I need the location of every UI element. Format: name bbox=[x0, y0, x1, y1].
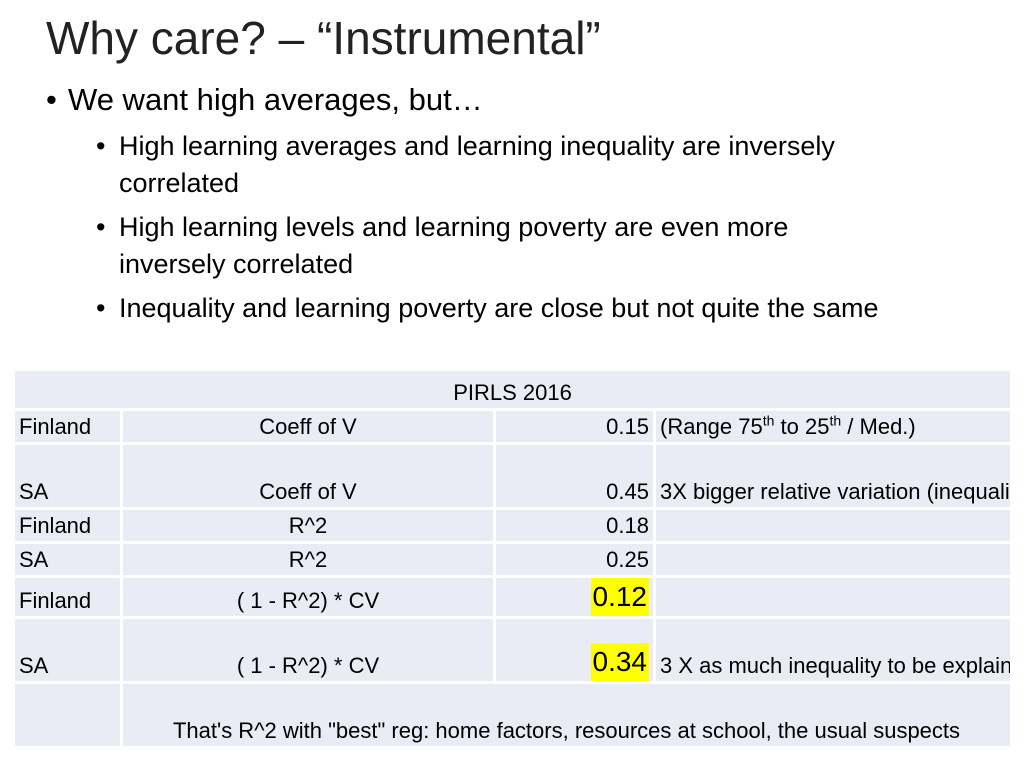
pirls-table: PIRLS 2016 Finland Coeff of V 0.15 (Rang… bbox=[11, 368, 1014, 749]
value-cell: 0.34 bbox=[493, 616, 656, 684]
range-note-cell: (Range 75th to 25th / Med.) bbox=[652, 408, 1014, 445]
measure-cell: ( 1 - R^2) * CV bbox=[120, 575, 496, 619]
bullet-glyph: • bbox=[96, 293, 106, 323]
measure-cell: Coeff of V bbox=[120, 442, 496, 510]
sub-bullet-text: High learning averages and learning ineq… bbox=[119, 131, 835, 198]
highlighted-value: 0.12 bbox=[590, 579, 649, 615]
bullet-glyph: • bbox=[96, 212, 106, 242]
country-cell: SA bbox=[12, 541, 123, 578]
country-cell: SA bbox=[12, 616, 123, 684]
bullet-glyph: • bbox=[46, 82, 57, 117]
table-header-row: PIRLS 2016 bbox=[11, 368, 1014, 411]
sub-bullet-text: Inequality and learning poverty are clos… bbox=[119, 293, 879, 323]
country-cell: SA bbox=[12, 442, 123, 510]
range-note-part: / Med.) bbox=[841, 414, 916, 439]
bullet-glyph: • bbox=[96, 131, 106, 161]
note-cell: 3X bigger relative variation (inequality… bbox=[652, 442, 1014, 510]
note-cell bbox=[652, 575, 1014, 619]
main-bullet-text: We want high averages, but… bbox=[68, 82, 483, 117]
range-note-sup: th bbox=[762, 412, 775, 429]
measure-cell: R^2 bbox=[120, 541, 496, 578]
value-cell: 0.18 bbox=[493, 507, 656, 544]
main-bullet: • We want high averages, but… bbox=[46, 80, 483, 120]
measure-cell: ( 1 - R^2) * CV bbox=[120, 616, 496, 684]
table-header: PIRLS 2016 bbox=[11, 368, 1014, 411]
range-note-part: (Range 75 bbox=[660, 414, 763, 439]
range-note-part: to 25 bbox=[774, 414, 830, 439]
sub-bullet-2: • High learning levels and learning pove… bbox=[96, 209, 896, 283]
value-cell: 0.25 bbox=[493, 541, 656, 578]
note-cell: 3 X as much inequality to be explained i… bbox=[652, 616, 1014, 684]
empty-cell bbox=[12, 681, 123, 749]
measure-cell: R^2 bbox=[120, 507, 496, 544]
table-row: SA R^2 0.25 bbox=[12, 541, 1014, 578]
table-row: Finland R^2 0.18 bbox=[12, 507, 1014, 544]
table-footer-row: That's R^2 with "best" reg: home factors… bbox=[12, 681, 1014, 749]
table-footer: That's R^2 with "best" reg: home factors… bbox=[119, 681, 1014, 749]
table-row: Finland ( 1 - R^2) * CV 0.12 bbox=[12, 575, 1014, 619]
note-cell bbox=[652, 541, 1014, 578]
sub-bullet-3: • Inequality and learning poverty are cl… bbox=[96, 290, 896, 327]
value-cell: 0.45 bbox=[493, 442, 656, 510]
country-cell: Finland bbox=[12, 575, 123, 619]
country-cell: Finland bbox=[12, 408, 123, 445]
value-cell: 0.15 bbox=[493, 408, 656, 445]
slide-title: Why care? – “Instrumental” bbox=[46, 12, 601, 64]
country-cell: Finland bbox=[12, 507, 123, 544]
note-cell bbox=[652, 507, 1014, 544]
measure-cell: Coeff of V bbox=[120, 408, 496, 445]
sub-bullet-text: High learning levels and learning povert… bbox=[119, 212, 789, 279]
sub-bullet-1: • High learning averages and learning in… bbox=[96, 128, 896, 202]
table-row: SA Coeff of V 0.45 3X bigger relative va… bbox=[12, 442, 1014, 510]
range-note-sup: th bbox=[829, 412, 842, 429]
value-cell: 0.12 bbox=[493, 575, 656, 619]
highlighted-value: 0.34 bbox=[590, 643, 649, 680]
table-row: SA ( 1 - R^2) * CV 0.34 3 X as much ineq… bbox=[12, 616, 1014, 684]
table-row: Finland Coeff of V 0.15 (Range 75th to 2… bbox=[12, 408, 1014, 445]
